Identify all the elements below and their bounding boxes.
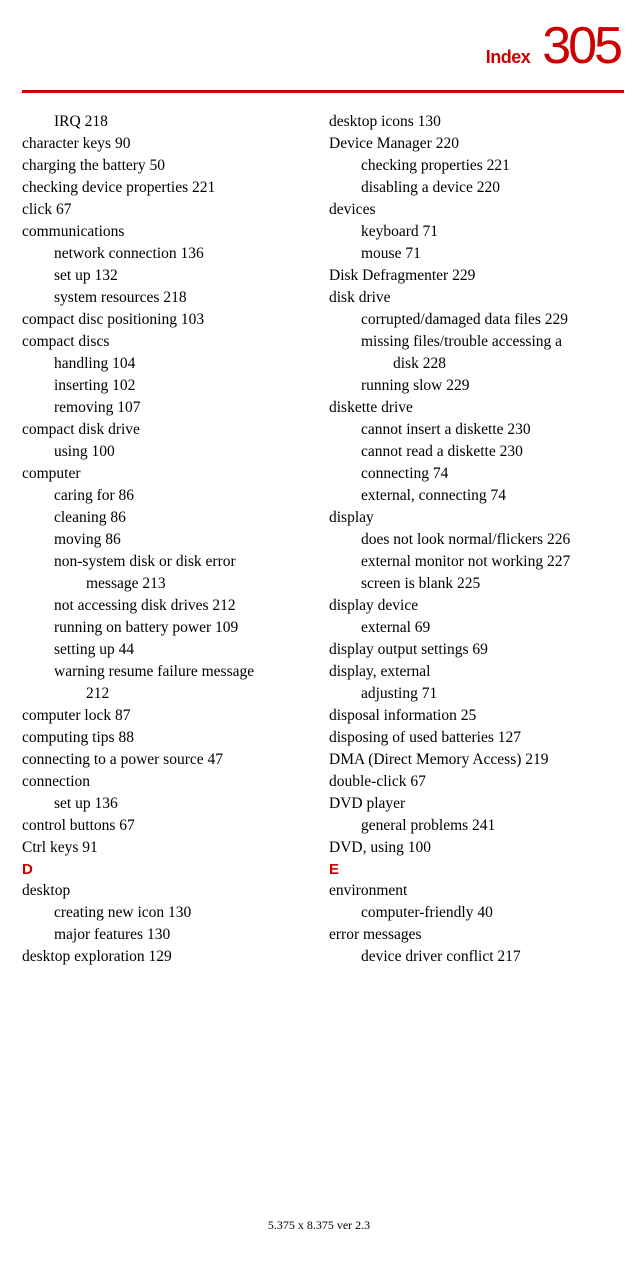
index-entry: compact disk drive — [22, 419, 319, 441]
index-entry: set up 132 — [22, 265, 319, 287]
index-entry: disk 228 — [329, 353, 626, 375]
index-entry: computer lock 87 — [22, 705, 319, 727]
index-entry: display — [329, 507, 626, 529]
index-entry: major features 130 — [22, 924, 319, 946]
index-entry: creating new icon 130 — [22, 902, 319, 924]
index-entry: display output settings 69 — [329, 639, 626, 661]
index-entry: checking device properties 221 — [22, 177, 319, 199]
index-entry: diskette drive — [329, 397, 626, 419]
page-header: Index 305 — [0, 0, 638, 72]
index-entry: disposal information 25 — [329, 705, 626, 727]
index-entry: screen is blank 225 — [329, 573, 626, 595]
index-column-right: desktop icons 130Device Manager 220check… — [329, 111, 626, 968]
index-entry: IRQ 218 — [22, 111, 319, 133]
index-entry: moving 86 — [22, 529, 319, 551]
index-entry: removing 107 — [22, 397, 319, 419]
index-entry: keyboard 71 — [329, 221, 626, 243]
index-entry: external monitor not working 227 — [329, 551, 626, 573]
index-entry: click 67 — [22, 199, 319, 221]
index-entry: checking properties 221 — [329, 155, 626, 177]
index-entry: Disk Defragmenter 229 — [329, 265, 626, 287]
index-entry: message 213 — [22, 573, 319, 595]
index-entry: using 100 — [22, 441, 319, 463]
index-entry: error messages — [329, 924, 626, 946]
index-entry: non-system disk or disk error — [22, 551, 319, 573]
index-entry: desktop — [22, 880, 319, 902]
index-entry: warning resume failure message — [22, 661, 319, 683]
index-entry: Device Manager 220 — [329, 133, 626, 155]
section-letter: D — [22, 859, 319, 880]
index-entry: device driver conflict 217 — [329, 946, 626, 968]
index-entry: desktop exploration 129 — [22, 946, 319, 968]
index-entry: cleaning 86 — [22, 507, 319, 529]
index-entry: system resources 218 — [22, 287, 319, 309]
index-entry: running on battery power 109 — [22, 617, 319, 639]
index-entry: missing files/trouble accessing a — [329, 331, 626, 353]
index-entry: running slow 229 — [329, 375, 626, 397]
index-entry: computer-friendly 40 — [329, 902, 626, 924]
index-entry: double-click 67 — [329, 771, 626, 793]
index-entry: disabling a device 220 — [329, 177, 626, 199]
index-columns: IRQ 218character keys 90charging the bat… — [0, 95, 638, 968]
page-number: 305 — [542, 20, 620, 72]
index-entry: 212 — [22, 683, 319, 705]
index-entry: connecting 74 — [329, 463, 626, 485]
page-footer: 5.375 x 8.375 ver 2.3 — [0, 1218, 638, 1233]
index-entry: compact disc positioning 103 — [22, 309, 319, 331]
index-entry: control buttons 67 — [22, 815, 319, 837]
index-entry: disk drive — [329, 287, 626, 309]
index-entry: devices — [329, 199, 626, 221]
index-entry: mouse 71 — [329, 243, 626, 265]
index-entry: desktop icons 130 — [329, 111, 626, 133]
index-entry: caring for 86 — [22, 485, 319, 507]
index-entry: computer — [22, 463, 319, 485]
index-entry: handling 104 — [22, 353, 319, 375]
index-entry: disposing of used batteries 127 — [329, 727, 626, 749]
index-entry: cannot insert a diskette 230 — [329, 419, 626, 441]
header-title: Index — [486, 47, 531, 68]
index-entry: inserting 102 — [22, 375, 319, 397]
index-entry: computing tips 88 — [22, 727, 319, 749]
index-entry: setting up 44 — [22, 639, 319, 661]
index-entry: corrupted/damaged data files 229 — [329, 309, 626, 331]
index-entry: adjusting 71 — [329, 683, 626, 705]
index-entry: set up 136 — [22, 793, 319, 815]
header-divider — [22, 90, 624, 93]
index-entry: compact discs — [22, 331, 319, 353]
index-entry: display, external — [329, 661, 626, 683]
index-entry: DVD player — [329, 793, 626, 815]
index-entry: cannot read a diskette 230 — [329, 441, 626, 463]
index-entry: environment — [329, 880, 626, 902]
index-entry: not accessing disk drives 212 — [22, 595, 319, 617]
index-entry: external, connecting 74 — [329, 485, 626, 507]
index-entry: connection — [22, 771, 319, 793]
index-entry: external 69 — [329, 617, 626, 639]
index-entry: general problems 241 — [329, 815, 626, 837]
index-entry: does not look normal/flickers 226 — [329, 529, 626, 551]
index-entry: DVD, using 100 — [329, 837, 626, 859]
index-entry: communications — [22, 221, 319, 243]
index-entry: charging the battery 50 — [22, 155, 319, 177]
index-entry: display device — [329, 595, 626, 617]
index-entry: Ctrl keys 91 — [22, 837, 319, 859]
index-entry: DMA (Direct Memory Access) 219 — [329, 749, 626, 771]
index-entry: character keys 90 — [22, 133, 319, 155]
index-entry: connecting to a power source 47 — [22, 749, 319, 771]
index-entry: network connection 136 — [22, 243, 319, 265]
section-letter: E — [329, 859, 626, 880]
index-column-left: IRQ 218character keys 90charging the bat… — [22, 111, 319, 968]
